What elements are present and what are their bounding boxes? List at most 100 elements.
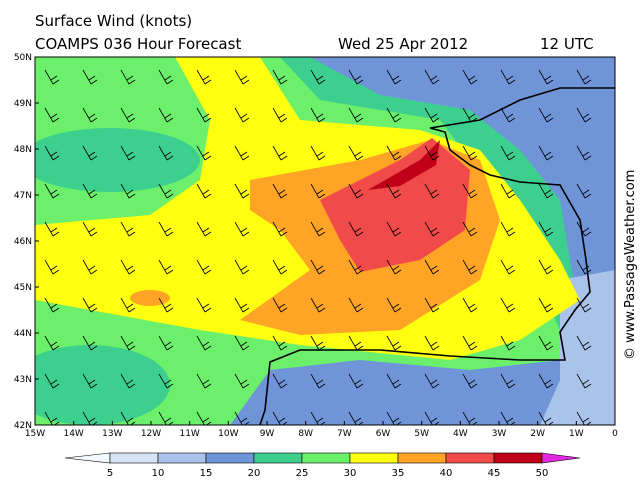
wind-barb: [424, 69, 440, 85]
wind-barb: [234, 259, 250, 275]
field-patch: [368, 140, 440, 190]
wind-barb: [44, 335, 60, 351]
wind-barb: [386, 183, 402, 199]
wind-barb: [44, 69, 60, 85]
colorbar-box: [205, 452, 255, 464]
wind-barb: [234, 335, 250, 351]
wind-barb: [272, 259, 288, 275]
colorbar-label: 40: [440, 468, 453, 479]
coastline: [259, 87, 615, 425]
lon-label: 9W: [260, 429, 275, 439]
wind-barb: [44, 297, 60, 313]
colorbar-box: [301, 452, 351, 464]
wind-barb: [500, 335, 516, 351]
wind-barb: [82, 69, 98, 85]
wind-barb: [196, 69, 212, 85]
colorbar-label: 10: [152, 468, 165, 479]
colorbar-label: 45: [488, 468, 501, 479]
wind-barb: [462, 297, 478, 313]
wind-barb: [386, 411, 402, 425]
wind-barb: [348, 411, 364, 425]
wind-barb: [500, 373, 516, 389]
lat-label: 45N: [14, 283, 32, 293]
wind-barb: [348, 335, 364, 351]
wind-barb: [538, 373, 554, 389]
wind-barb: [196, 183, 212, 199]
lon-label: 14W: [63, 429, 83, 439]
colorbar-box: [157, 452, 207, 464]
colorbar-label: 25: [296, 468, 309, 479]
wind-barb: [348, 259, 364, 275]
wind-barb: [310, 145, 326, 161]
wind-barb: [462, 335, 478, 351]
field-patch: [130, 290, 170, 306]
colorbar-label: 5: [107, 468, 113, 479]
wind-barb: [500, 297, 516, 313]
wind-barb: [500, 259, 516, 275]
wind-barb: [272, 221, 288, 237]
lon-label: 0: [612, 429, 618, 439]
wind-barb: [272, 107, 288, 123]
wind-barb: [120, 107, 136, 123]
wind-barbs: [44, 69, 615, 425]
wind-barb: [234, 373, 250, 389]
wind-barb: [82, 297, 98, 313]
wind-barb: [386, 335, 402, 351]
wind-barb: [462, 259, 478, 275]
wind-barb: [386, 107, 402, 123]
wind-barb: [158, 297, 174, 313]
wind-barb: [538, 335, 554, 351]
wind-barb: [386, 69, 402, 85]
wind-barb: [538, 259, 554, 275]
wind-barb: [424, 297, 440, 313]
wind-barb: [120, 373, 136, 389]
wind-barb: [348, 107, 364, 123]
wind-barb: [576, 69, 592, 85]
wind-barb: [500, 411, 516, 425]
wind-barb: [82, 183, 98, 199]
wind-barb: [272, 183, 288, 199]
lon-label: 12W: [141, 429, 161, 439]
credit: © www.PassageWeather.com: [623, 170, 638, 360]
lat-label: 46N: [14, 237, 32, 247]
wind-barb: [196, 373, 212, 389]
field-patch: [310, 57, 615, 340]
wind-barb: [348, 69, 364, 85]
wind-barb: [120, 259, 136, 275]
wind-barb: [538, 411, 554, 425]
field-patch: [320, 138, 470, 272]
wind-barb: [500, 221, 516, 237]
wind-barb: [158, 145, 174, 161]
wind-barb: [196, 411, 212, 425]
wind-barb: [576, 145, 592, 161]
wind-barb: [158, 373, 174, 389]
wind-barb: [196, 107, 212, 123]
lon-label: 3W: [492, 429, 507, 439]
wind-barb: [348, 373, 364, 389]
wind-barb: [82, 107, 98, 123]
field-patch: [540, 270, 615, 425]
lon-label: 2W: [530, 429, 545, 439]
colorbar: 5 10 15 20 25 30 35 40 45 50: [64, 452, 581, 479]
wind-barb: [576, 411, 592, 425]
wind-barb: [272, 297, 288, 313]
wind-barb: [462, 221, 478, 237]
wind-barb: [310, 69, 326, 85]
lon-label: 1W: [569, 429, 584, 439]
date: Wed 25 Apr 2012: [338, 35, 468, 53]
wind-barb: [386, 297, 402, 313]
lat-label: 42N: [14, 421, 32, 431]
wind-barb: [120, 335, 136, 351]
lat-label: 43N: [14, 375, 32, 385]
colorbar-box: [253, 452, 303, 464]
wind-barb: [120, 183, 136, 199]
wind-barb: [614, 374, 615, 375]
field-patch: [35, 345, 170, 425]
wind-barb: [196, 297, 212, 313]
colorbar-label: 30: [344, 468, 357, 479]
lat-label: 44N: [14, 329, 32, 339]
wind-barb: [576, 183, 592, 199]
wind-barb: [310, 107, 326, 123]
wind-barb: [158, 221, 174, 237]
wind-barb: [272, 411, 288, 425]
